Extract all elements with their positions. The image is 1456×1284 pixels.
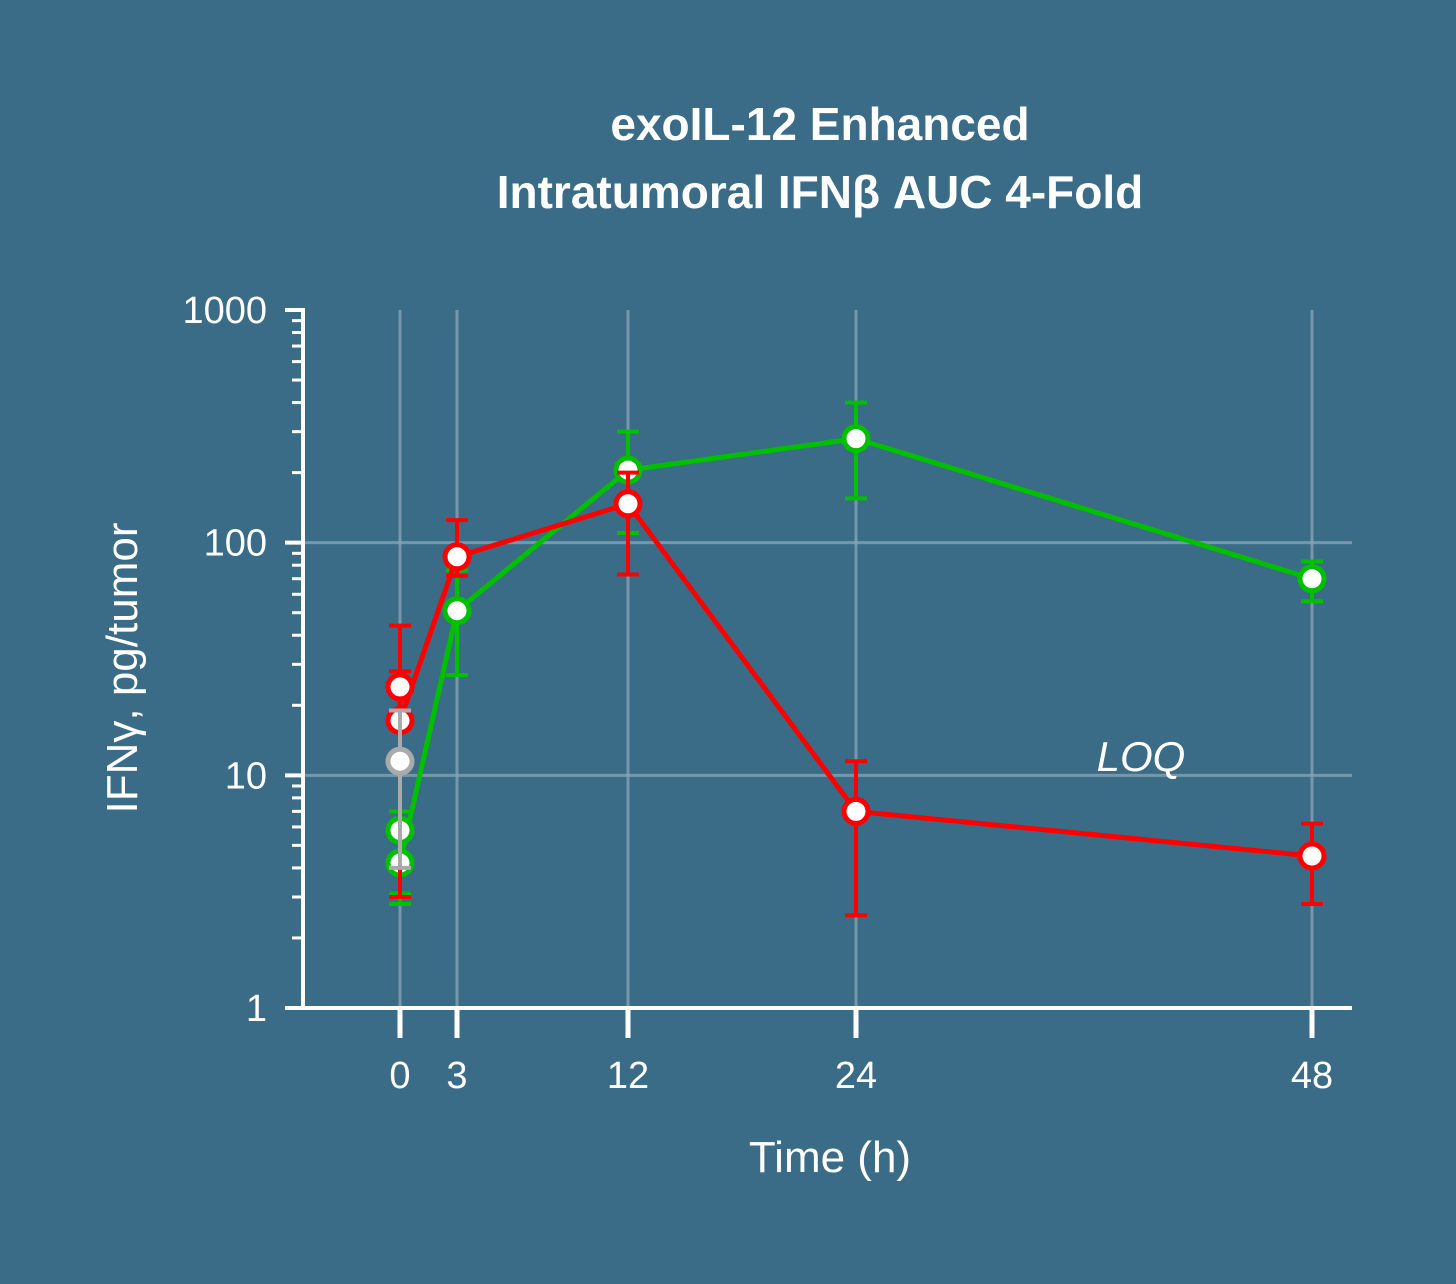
series-1-point-0 (385, 672, 415, 702)
x-tick-label-3: 3 (446, 1055, 467, 1097)
series-0-point-5 (1297, 564, 1327, 594)
series-1-point-4 (841, 796, 871, 826)
x-tick-label-24: 24 (835, 1055, 877, 1097)
x-axis-label: Time (h) (749, 1133, 911, 1182)
series-0-point-4 (841, 424, 871, 454)
y-tick-label-100: 100 (204, 523, 267, 565)
y-tick-label-1000: 1000 (182, 290, 267, 332)
chart-title: exoIL-12 Enhanced Intratumoral IFNβ AUC … (497, 98, 1144, 218)
grid-lines (303, 310, 1352, 1008)
y-tick-label-10: 10 (225, 755, 267, 797)
series-1-point-5 (1297, 841, 1327, 871)
x-tick-label-0: 0 (389, 1055, 410, 1097)
series-1-point-3 (613, 489, 643, 519)
y-tick-label-1: 1 (246, 988, 267, 1030)
series-2-point-0 (385, 746, 415, 776)
x-tick-label-12: 12 (607, 1055, 649, 1097)
axes (285, 308, 1352, 1038)
tick-labels: 1 10 100 1000 0 3 12 24 48 (182, 290, 1333, 1097)
chart-title-line-1: exoIL-12 Enhanced (610, 98, 1029, 150)
loq-annotation: LOQ (1097, 733, 1186, 780)
x-tick-label-48: 48 (1291, 1055, 1333, 1097)
series-2 (385, 708, 415, 870)
series-1-point-2 (442, 542, 472, 572)
y-axis-label: IFNγ, pg/tumor (98, 523, 147, 814)
chart-title-line-2: Intratumoral IFNβ AUC 4-Fold (497, 166, 1144, 218)
data-series (385, 400, 1327, 918)
series-0-point-2 (442, 596, 472, 626)
